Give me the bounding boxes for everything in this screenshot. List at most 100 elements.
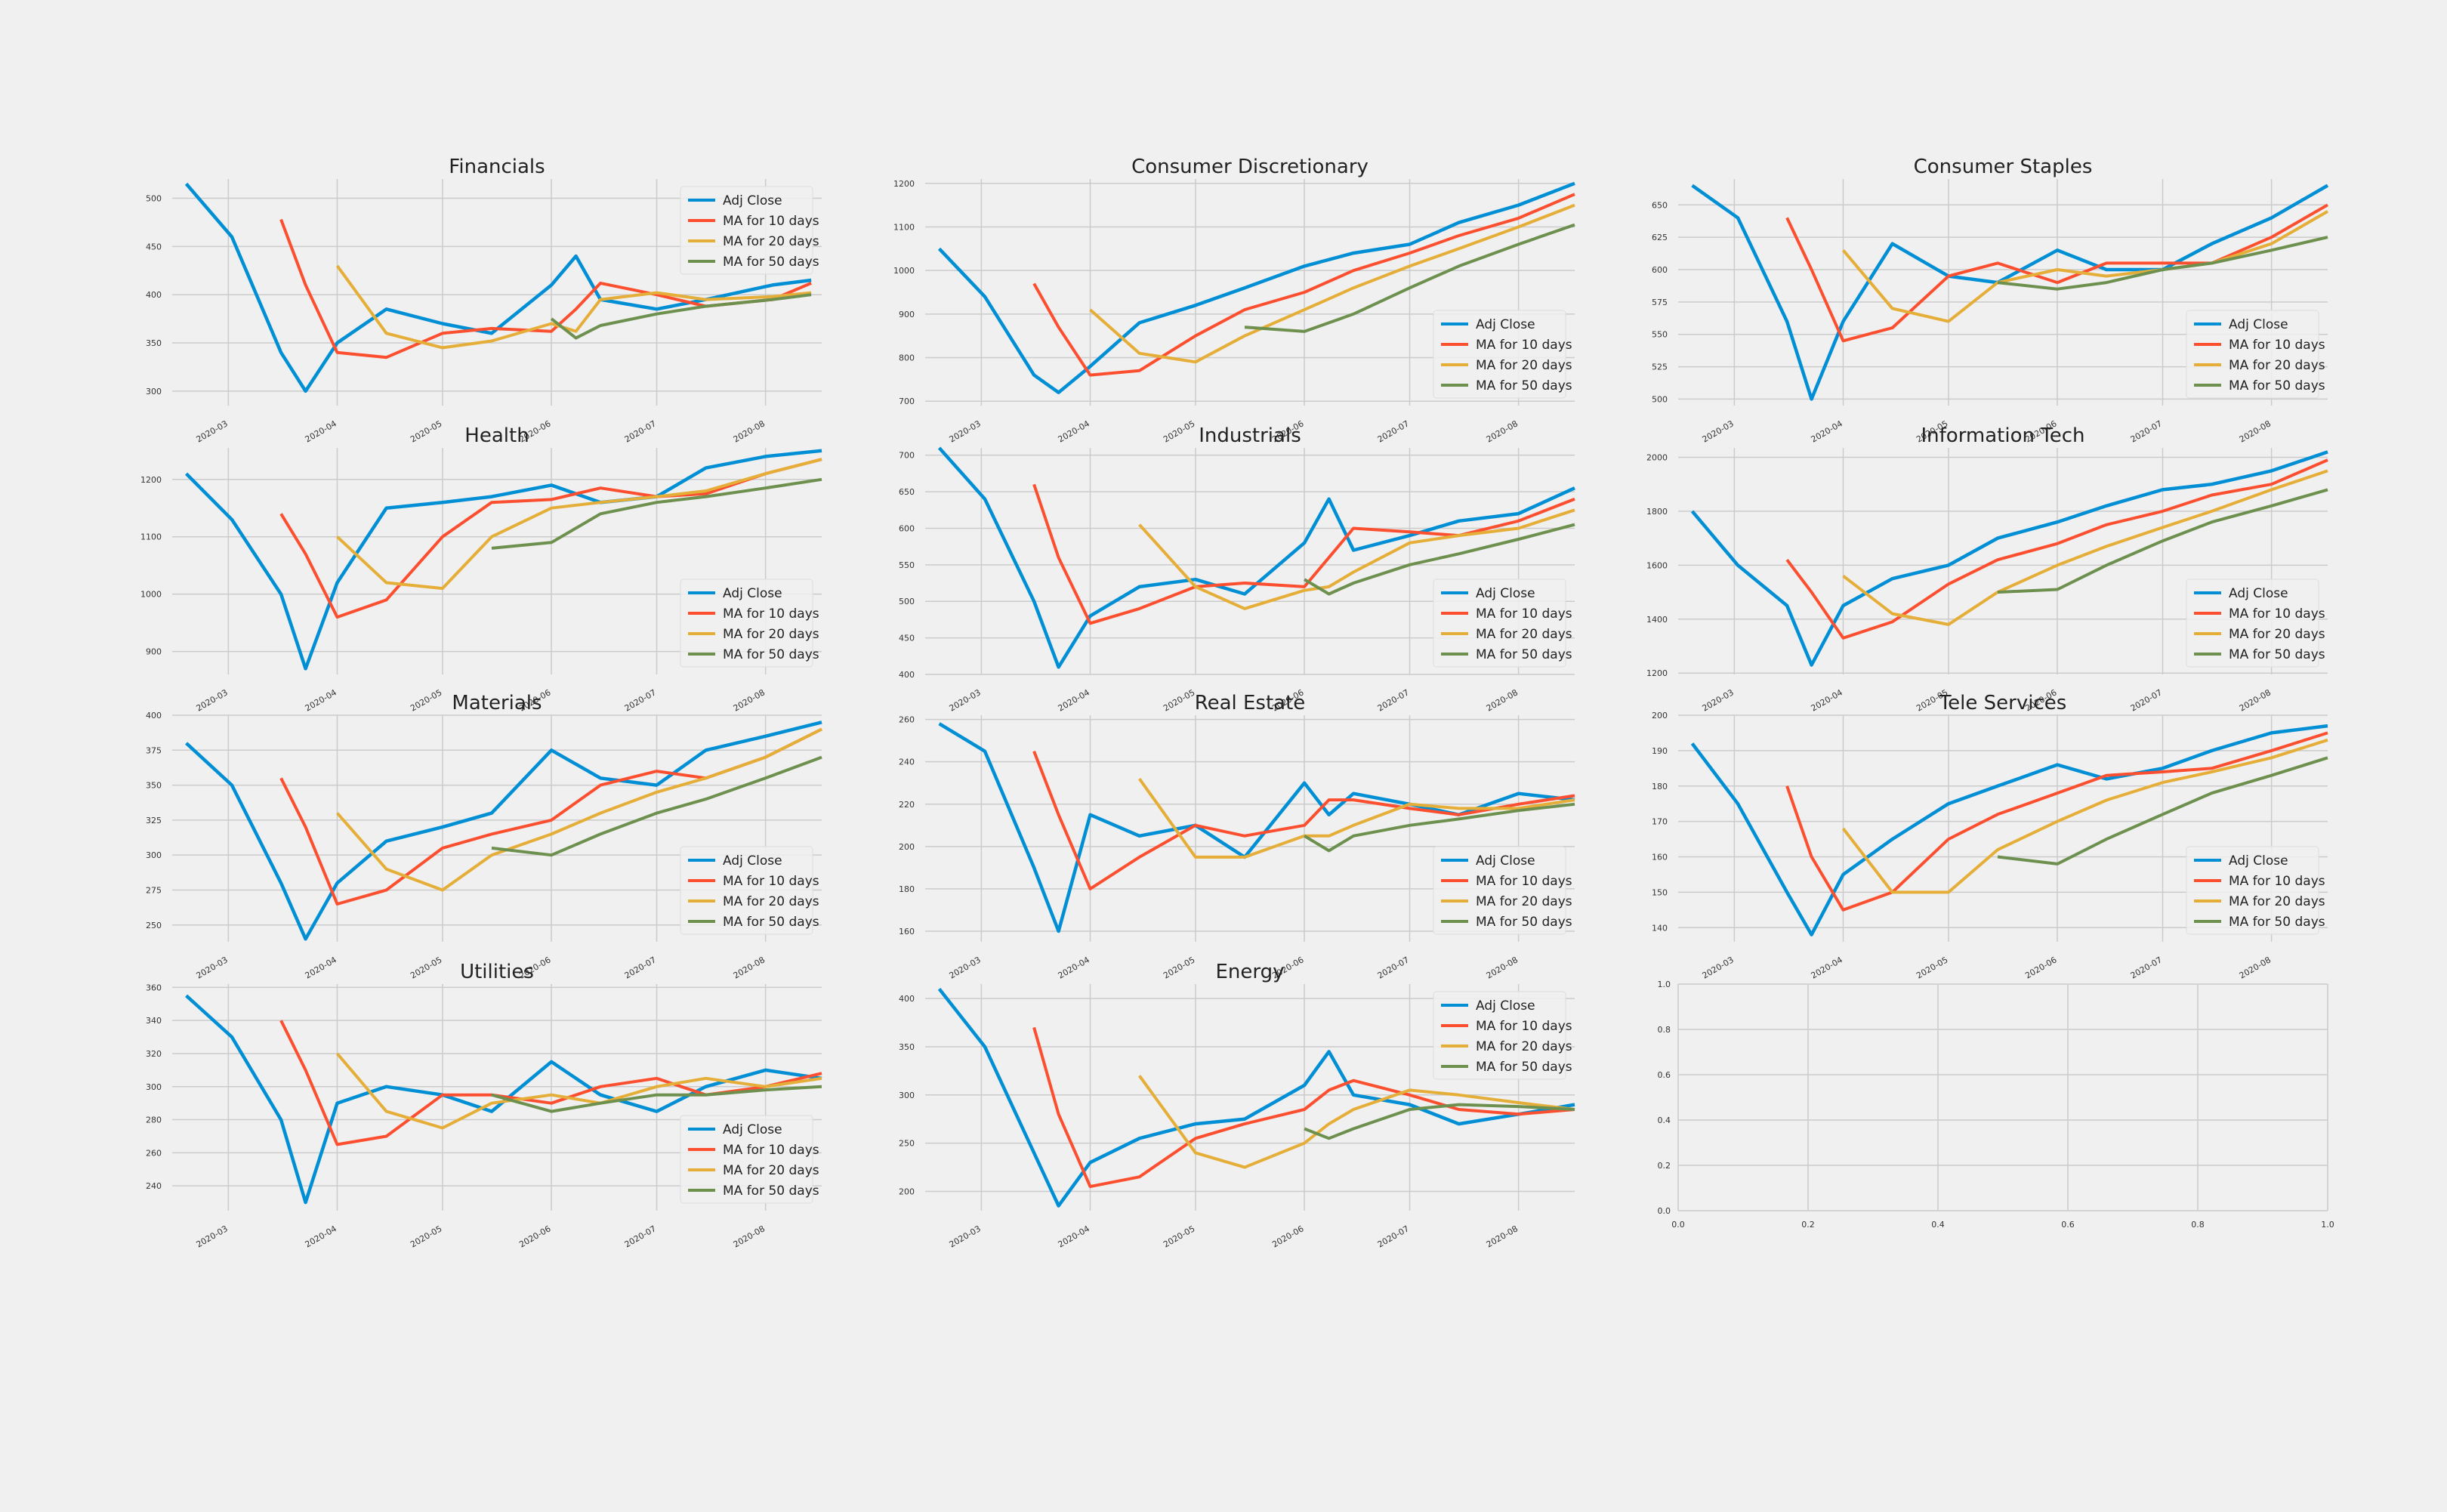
y-tick-label: 170 <box>1652 817 1668 827</box>
series-line-ma-for-20-days <box>1138 508 1575 610</box>
y-tick-label: 450 <box>899 634 915 643</box>
x-tick-label: 2020-07 <box>2129 687 2164 713</box>
x-tick-label: 2020-06 <box>2023 955 2058 980</box>
series-line-adj-close <box>1690 450 2328 667</box>
x-tick-label: 2020-05 <box>1162 1223 1196 1249</box>
y-tick-label: 900 <box>146 647 162 657</box>
x-tick-label: 2020-07 <box>2129 418 2164 444</box>
x-tick-label: 2020-03 <box>1701 687 1736 713</box>
y-tick-label: 0.6 <box>1658 1070 1671 1080</box>
y-tick-label: 275 <box>146 885 162 895</box>
legend-label: MA for 50 days <box>1476 915 1572 930</box>
y-tick-label: 250 <box>899 1139 915 1149</box>
y-tick-label: 1200 <box>893 179 915 189</box>
x-tick-label: 2020-04 <box>1057 418 1091 444</box>
x-tick-label: 2020-04 <box>1810 687 1844 713</box>
chart-panel: 1200 1400 1600 1800 2000 2020-03 2020-04 2020-0… <box>1646 424 2328 714</box>
x-tick-label: 2020-03 <box>195 955 230 980</box>
x-tick-label: 2020-05 <box>409 955 443 980</box>
series-line-ma-for-20-days <box>336 458 822 591</box>
series-line-ma-for-50-days <box>1997 488 2328 594</box>
legend-label: MA for 50 days <box>723 647 819 662</box>
y-tick-label: 200 <box>899 1186 915 1196</box>
chart-title: Energy <box>1215 961 1284 983</box>
x-tick-label: 2020-08 <box>732 418 767 444</box>
x-tick-label: 2020-04 <box>1057 687 1091 713</box>
chart-title: Utilities <box>460 961 534 983</box>
chart-panel: 140 150 160 170 180 190 200 2020-03 2020-04 2020-… <box>1652 692 2328 981</box>
legend-box <box>1433 579 1566 668</box>
y-tick-label: 140 <box>1652 923 1668 933</box>
chart-panel: 240 260 280 300 320 340 360 2020-03 2020-04 2020-… <box>146 961 822 1250</box>
y-tick-label: 1100 <box>140 532 162 542</box>
series-line-ma-for-50-days <box>1304 1103 1575 1140</box>
x-tick-label: 2020-05 <box>409 687 443 713</box>
y-tick-label: 800 <box>899 353 915 363</box>
series-line-ma-for-20-days <box>1841 210 2328 323</box>
series-line-adj-close <box>937 988 1575 1208</box>
chart-title: Real Estate <box>1195 692 1306 714</box>
x-tick-label: 2020-08 <box>2238 418 2273 444</box>
y-tick-label: 400 <box>146 290 162 300</box>
chart-panel: 900 1000 1100 1200 2020-03 2020-04 2020-05 2020… <box>140 424 822 714</box>
legend-label: MA for 10 days <box>723 874 819 889</box>
legend-label: Adj Close <box>723 193 782 208</box>
series-line-ma-for-50-days <box>491 477 822 550</box>
y-tick-label: 550 <box>899 560 915 570</box>
x-tick-label: 2020-04 <box>1057 1223 1091 1249</box>
y-tick-label: 500 <box>146 194 162 204</box>
series-line-ma-for-20-days <box>1089 203 1575 364</box>
y-tick-label: 1.0 <box>1658 980 1671 989</box>
chart-title: Information Tech <box>1921 424 2084 447</box>
series-line-ma-for-10-days <box>1785 458 2328 640</box>
x-tick-label: 2020-07 <box>623 687 658 713</box>
y-tick-label: 300 <box>146 1082 162 1092</box>
legend-label: MA for 50 days <box>1476 647 1572 662</box>
series-line-ma-for-10-days <box>279 458 822 619</box>
y-tick-label: 575 <box>1652 298 1668 307</box>
legend-label: Adj Close <box>723 853 782 869</box>
legend-label: Adj Close <box>723 1122 782 1137</box>
x-tick-label: 2020-08 <box>1485 955 1520 980</box>
legend-label: MA for 20 days <box>1476 358 1572 373</box>
y-tick-label: 280 <box>146 1115 162 1125</box>
y-tick-label: 1200 <box>140 475 162 485</box>
y-tick-label: 500 <box>1652 394 1668 404</box>
series-line-adj-close <box>185 449 822 671</box>
legend: Adj Close MA for 10 days MA for 20 days MA … <box>680 846 819 935</box>
y-tick-label: 1100 <box>893 222 915 232</box>
y-tick-label: 260 <box>899 715 915 725</box>
legend-label: MA for 50 days <box>2229 378 2325 393</box>
y-tick-label: 0.8 <box>1658 1025 1671 1035</box>
chart-panel: 200 250 300 350 400 2020-03 2020-04 2020-05 2020… <box>899 961 1575 1250</box>
legend-label: Adj Close <box>2229 317 2288 332</box>
y-tick-label: 700 <box>899 397 915 406</box>
legend: Adj Close MA for 10 days MA for 20 days MA … <box>2186 846 2325 935</box>
series-line-adj-close <box>1690 724 2328 937</box>
y-tick-label: 320 <box>146 1049 162 1059</box>
x-tick-label: 0.0 <box>1671 1220 1685 1230</box>
chart-title: Industrials <box>1199 424 1301 447</box>
legend-box <box>2186 310 2319 399</box>
legend-label: MA for 10 days <box>723 1143 819 1158</box>
y-tick-label: 700 <box>899 451 915 461</box>
y-tick-label: 0.2 <box>1658 1161 1671 1171</box>
x-tick-label: 2020-04 <box>304 418 338 444</box>
x-tick-label: 2020-08 <box>732 955 767 980</box>
y-tick-label: 375 <box>146 745 162 755</box>
x-tick-label: 2020-03 <box>948 687 983 713</box>
legend-label: MA for 10 days <box>1476 338 1572 353</box>
series-line-ma-for-10-days <box>1785 731 2328 912</box>
chart-panel: 500 525 550 575 600 625 650 2020-03 2020-04 2020-… <box>1652 156 2329 445</box>
plot-area <box>1678 984 2328 1211</box>
y-tick-label: 0.4 <box>1658 1115 1671 1125</box>
x-tick-label: 2020-08 <box>732 1223 767 1249</box>
chart-title: Health <box>464 424 529 447</box>
y-tick-label: 260 <box>146 1148 162 1158</box>
x-tick-label: 2020-07 <box>1376 1223 1411 1249</box>
legend: Adj Close MA for 10 days MA for 20 days MA … <box>2186 310 2325 399</box>
y-tick-label: 300 <box>899 1091 915 1100</box>
series-line-ma-for-50-days <box>1304 523 1575 596</box>
x-tick-label: 2020-04 <box>1057 955 1091 980</box>
